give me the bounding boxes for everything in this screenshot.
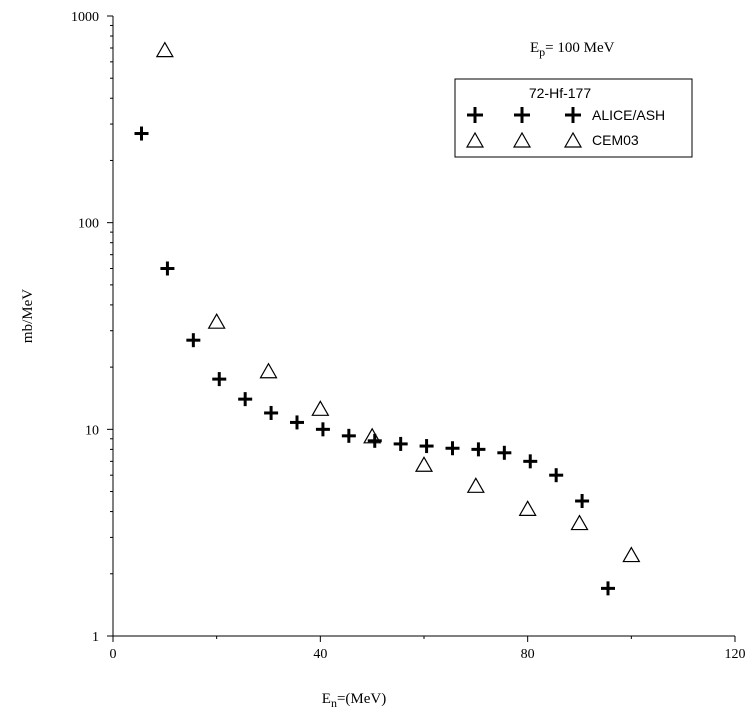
- beam-energy-annotation: Ep= 100 MeV: [530, 40, 615, 59]
- point-cem03: [155, 41, 174, 58]
- legend-triangle-marker: [563, 131, 583, 148]
- point-alice-ash: [471, 442, 486, 457]
- x-tick-label: 40: [313, 647, 327, 662]
- point-alice-ash: [393, 436, 408, 451]
- point-alice-ash: [445, 441, 460, 456]
- y-tick-label: 10: [85, 423, 99, 438]
- legend-plus-marker: [565, 107, 581, 123]
- y-axis-title: mb/MeV: [20, 289, 36, 343]
- legend-label: ALICE/ASH: [592, 107, 665, 123]
- point-alice-ash: [134, 126, 149, 141]
- point-alice-ash: [290, 415, 305, 430]
- annotation: Ep= 100 MeV: [530, 40, 615, 59]
- y-tick-label: 1000: [71, 10, 99, 25]
- point-alice-ash: [549, 468, 564, 483]
- x-tick-label: 120: [725, 647, 746, 662]
- point-cem03: [518, 500, 537, 516]
- y-tick-label: 100: [78, 217, 99, 232]
- point-cem03: [207, 312, 226, 329]
- point-cem03: [466, 477, 485, 493]
- legend-plus-marker: [467, 107, 483, 123]
- point-alice-ash: [315, 422, 330, 437]
- point-cem03: [570, 514, 589, 531]
- point-alice-ash: [523, 454, 538, 469]
- legend-title: 72-Hf-177: [529, 85, 591, 101]
- point-cem03: [259, 362, 278, 379]
- point-alice-ash: [212, 372, 227, 387]
- axes: [107, 15, 736, 642]
- point-alice-ash: [341, 428, 356, 443]
- point-cem03: [311, 400, 330, 416]
- point-alice-ash: [264, 405, 279, 420]
- legend-triangle-marker: [512, 131, 532, 148]
- point-cem03: [622, 546, 641, 563]
- point-alice-ash: [601, 581, 616, 596]
- x-axis-title: En=(MeV): [322, 691, 386, 710]
- data-points: [134, 41, 641, 596]
- legend-plus-marker: [514, 107, 530, 123]
- point-alice-ash: [575, 494, 590, 509]
- point-cem03: [363, 427, 382, 444]
- legend-label: CEM03: [592, 132, 639, 148]
- x-tick-label: 80: [521, 647, 535, 662]
- x-tick-label: 0: [110, 647, 117, 662]
- point-alice-ash: [238, 392, 253, 407]
- legend-triangle-marker: [465, 131, 485, 148]
- point-alice-ash: [419, 439, 434, 454]
- point-alice-ash: [497, 445, 512, 460]
- point-alice-ash: [186, 333, 201, 348]
- y-tick-label: 1: [92, 630, 99, 645]
- point-cem03: [414, 456, 434, 472]
- point-alice-ash: [160, 261, 175, 276]
